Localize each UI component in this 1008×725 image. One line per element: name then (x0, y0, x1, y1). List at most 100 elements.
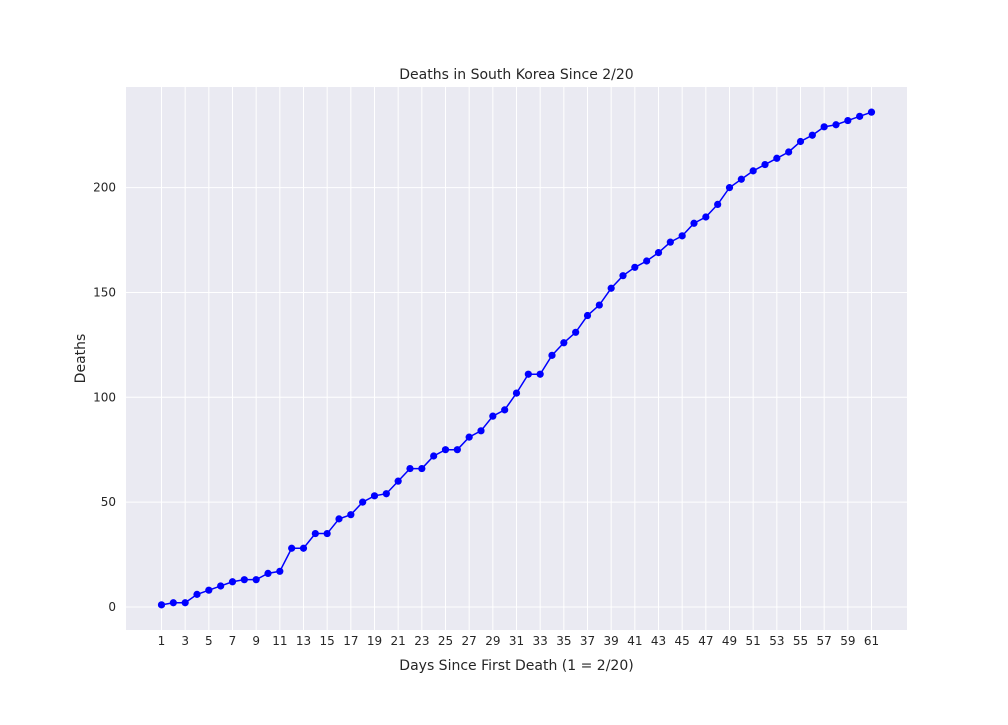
data-point (157, 601, 166, 609)
data-point (193, 590, 201, 598)
x-tick-label: 1 (158, 634, 166, 648)
data-point (489, 412, 497, 420)
x-tick-label: 27 (462, 634, 477, 648)
data-point (240, 576, 248, 584)
data-point (394, 477, 402, 485)
x-tick-label: 55 (793, 634, 808, 648)
data-point (654, 249, 663, 257)
data-point (548, 351, 556, 359)
x-tick-label: 19 (367, 634, 382, 648)
data-point (382, 490, 390, 498)
data-point (714, 200, 722, 209)
data-point (406, 464, 414, 473)
data-point (299, 544, 308, 552)
x-tick-label: 37 (580, 634, 595, 648)
x-tick-label: 39 (604, 634, 619, 648)
x-axis-label: Days Since First Death (1 = 2/20) (399, 658, 633, 674)
x-tick-label: 57 (817, 634, 832, 648)
data-point (702, 213, 710, 221)
data-point (631, 263, 639, 271)
x-tick-label: 7 (229, 634, 237, 648)
data-point (217, 582, 225, 590)
data-point (335, 515, 343, 523)
data-point (453, 446, 461, 454)
y-tick-label: 150 (93, 285, 116, 299)
x-tick-label: 17 (343, 634, 358, 648)
x-tick-label: 13 (296, 634, 311, 648)
data-point (536, 370, 544, 378)
data-point (595, 301, 603, 309)
data-point (737, 175, 745, 183)
data-point (808, 131, 816, 139)
data-point (725, 184, 734, 192)
y-tick-label: 50 (101, 495, 116, 509)
data-point (276, 567, 284, 575)
data-point (477, 427, 485, 435)
x-tick-label: 11 (272, 634, 287, 648)
y-axis-ticks: 0 50 100 150 200 (93, 181, 116, 614)
data-point (359, 498, 367, 506)
data-point (844, 116, 852, 125)
x-tick-label: 3 (181, 634, 189, 648)
data-point (252, 576, 260, 584)
data-point (785, 148, 793, 156)
x-tick-label: 21 (391, 634, 406, 648)
data-point (370, 492, 379, 500)
y-tick-label: 0 (108, 600, 116, 614)
x-tick-label: 25 (438, 634, 453, 648)
data-point (323, 529, 331, 538)
data-point (773, 154, 781, 162)
x-tick-label: 59 (840, 634, 855, 648)
data-point (820, 123, 828, 131)
data-point (690, 219, 698, 227)
data-point (666, 238, 674, 246)
data-point (643, 257, 651, 265)
data-point (311, 529, 319, 538)
x-tick-label: 51 (746, 634, 761, 648)
data-point (512, 389, 521, 397)
data-point (169, 599, 177, 607)
chart-title: Deaths in South Korea Since 2/20 (399, 67, 633, 83)
x-tick-label: 41 (627, 634, 642, 648)
x-tick-label: 9 (252, 634, 260, 648)
x-tick-label: 31 (509, 634, 524, 648)
x-tick-label: 53 (769, 634, 784, 648)
data-point (524, 370, 532, 378)
x-tick-label: 49 (722, 634, 737, 648)
y-tick-label: 200 (93, 181, 116, 195)
data-point (288, 544, 296, 552)
data-point (228, 578, 237, 586)
x-tick-label: 5 (205, 634, 213, 648)
data-point (430, 452, 438, 460)
data-point (678, 232, 686, 240)
x-tick-label: 43 (651, 634, 666, 648)
data-point (418, 464, 426, 473)
x-tick-label: 61 (864, 634, 879, 648)
x-tick-label: 35 (556, 634, 571, 648)
data-point (181, 599, 189, 607)
data-point (796, 137, 805, 146)
data-point (749, 167, 757, 175)
grid (126, 87, 907, 630)
data-point (560, 339, 568, 347)
y-axis-label: Deaths (73, 334, 89, 384)
data-point (501, 406, 509, 414)
data-point (205, 586, 213, 594)
data-point (583, 311, 592, 320)
data-point (264, 569, 272, 577)
x-tick-label: 15 (320, 634, 335, 648)
data-point (347, 511, 355, 519)
x-tick-label: 23 (414, 634, 429, 648)
data-point (761, 160, 769, 169)
x-axis-ticks: 1 3 5 7 9 11 13 15 17 19 21 23 25 27 29 31 33 35 37 39 41 43 4… (158, 634, 879, 648)
data-point (607, 284, 615, 292)
series-layer (157, 108, 876, 609)
data-point (832, 121, 840, 129)
x-tick-label: 33 (533, 634, 548, 648)
data-point (856, 112, 864, 120)
data-point (619, 272, 627, 280)
y-tick-label: 100 (93, 390, 116, 404)
x-tick-label: 47 (698, 634, 713, 648)
